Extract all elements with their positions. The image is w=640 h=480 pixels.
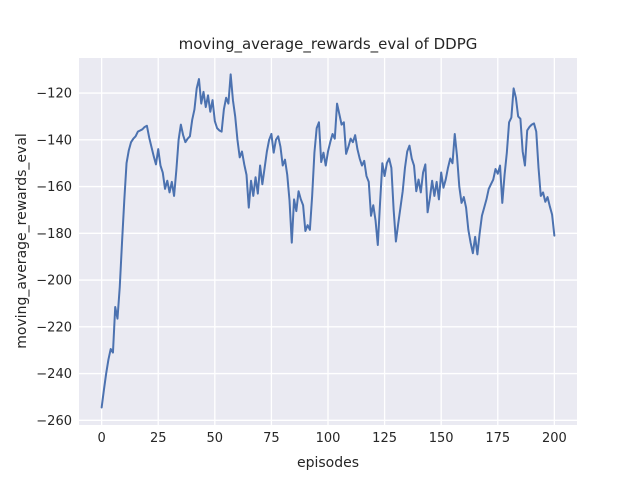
x-tick-label: 100	[316, 431, 341, 446]
x-axis-label: episodes	[296, 455, 360, 471]
y-tick-label: −180	[36, 227, 72, 242]
x-tick-label: 150	[429, 431, 454, 446]
y-tick-label: −200	[36, 274, 72, 289]
y-tick-label: −260	[36, 414, 72, 429]
y-tick-label: −120	[36, 87, 72, 102]
x-tick-label: 50	[207, 431, 224, 446]
y-tick-label: −220	[36, 320, 72, 335]
y-axis-label: moving_average_rewards_eval	[14, 133, 30, 349]
x-tick-label: 125	[372, 431, 397, 446]
y-tick-label: −160	[36, 180, 72, 195]
x-tick-label: 25	[150, 431, 167, 446]
data-line	[100, 73, 556, 409]
y-tick-label: −140	[36, 133, 72, 148]
chart-title: moving_average_rewards_eval of DDPG	[178, 35, 478, 53]
y-tick-label: −240	[36, 367, 72, 382]
x-tick-label: 175	[485, 431, 510, 446]
plot-area: 0 25 50 75 100 125 150 175 200 −260 −240 −220 −200 −1…	[36, 58, 577, 446]
x-tick-label: 200	[542, 431, 567, 446]
x-tick-label: 75	[263, 431, 280, 446]
x-tick-label: 0	[97, 431, 105, 446]
